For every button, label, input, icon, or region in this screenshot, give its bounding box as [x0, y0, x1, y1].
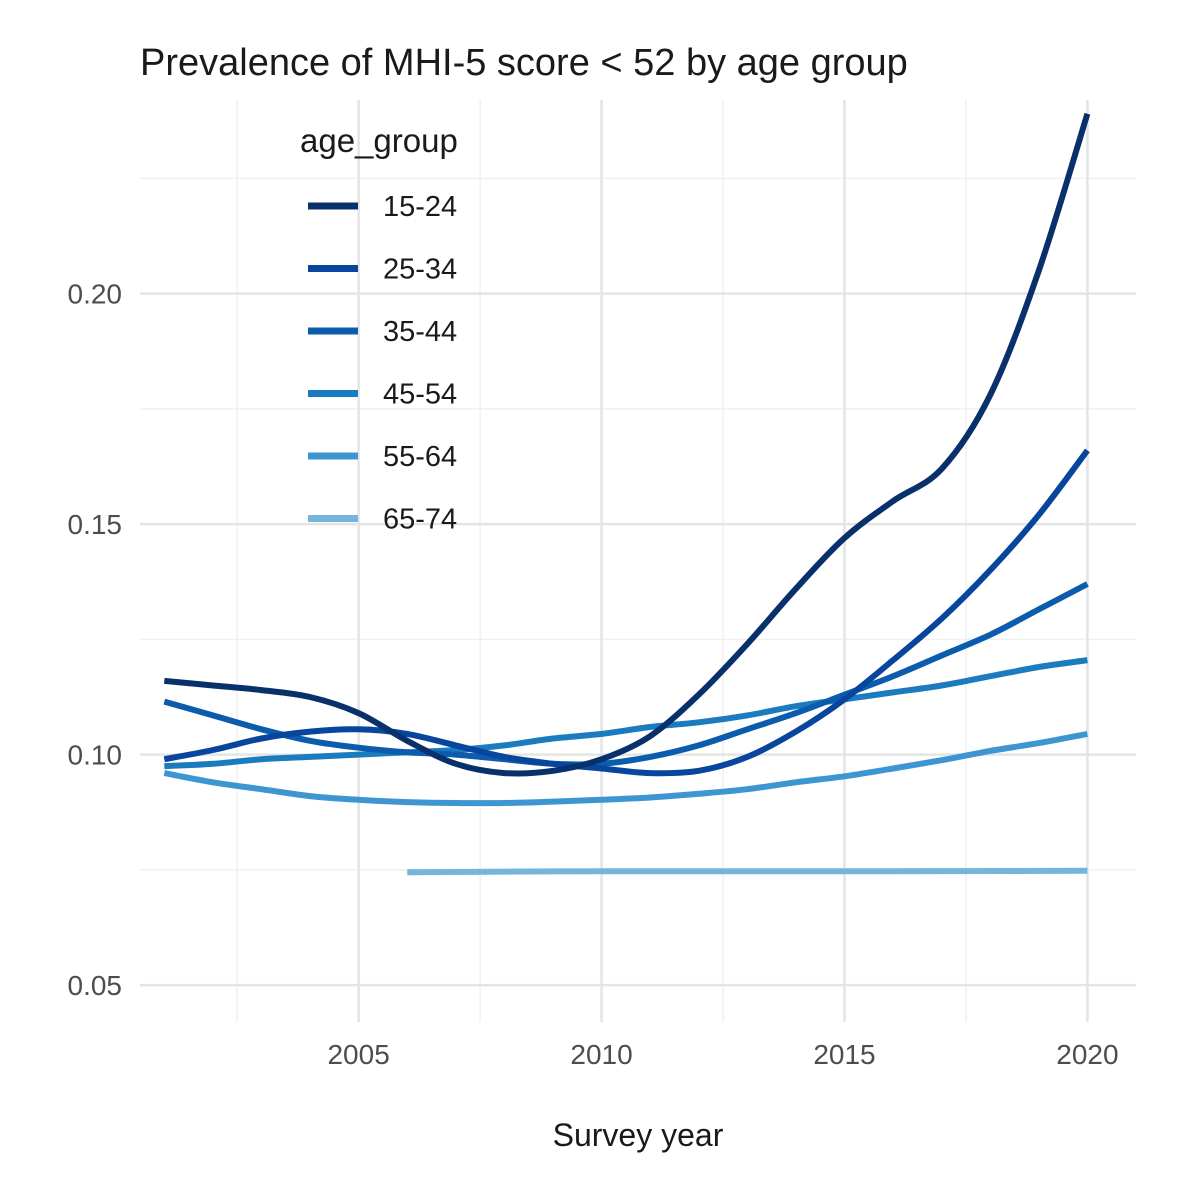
- series-line-25-34: [163, 448, 1090, 777]
- y-tick-label: 0.10: [68, 740, 123, 771]
- x-tick-label: 2020: [1056, 1039, 1118, 1070]
- legend-label-15-24: 15-24: [383, 191, 457, 223]
- chart-title: Prevalence of MHI-5 score < 52 by age gr…: [140, 42, 908, 84]
- x-tick-label: 2010: [570, 1039, 632, 1070]
- y-tick-label: 0.15: [68, 509, 123, 540]
- x-axis-title: Survey year: [553, 1117, 724, 1153]
- series-line-35-44: [163, 581, 1089, 768]
- legend: age_group 15-24 25-34 35-44 45-54 55-64 65-74: [300, 122, 458, 536]
- legend-label-35-44: 35-44: [383, 316, 457, 348]
- series-line-45-54: [164, 657, 1088, 770]
- legend-label-65-74: 65-74: [383, 504, 457, 536]
- series-line-15-24: [164, 112, 1091, 777]
- series-line-55-64: [163, 730, 1088, 807]
- axes: 2005 2010 2015 2020 0.05 0.10 0.15 0.20 Survey y…: [68, 279, 1119, 1153]
- y-tick-label: 0.05: [68, 970, 123, 1001]
- legend-label-55-64: 55-64: [383, 441, 457, 473]
- x-tick-label: 2015: [813, 1039, 875, 1070]
- legend-title: age_group: [300, 122, 458, 159]
- series-line-65-74: [407, 867, 1088, 876]
- y-tick-label: 0.20: [68, 279, 123, 310]
- series-lines: [163, 112, 1091, 876]
- legend-label-45-54: 45-54: [383, 379, 457, 411]
- x-tick-label: 2005: [327, 1039, 389, 1070]
- grid-lines: [140, 100, 1136, 1022]
- legend-label-25-34: 25-34: [383, 254, 457, 286]
